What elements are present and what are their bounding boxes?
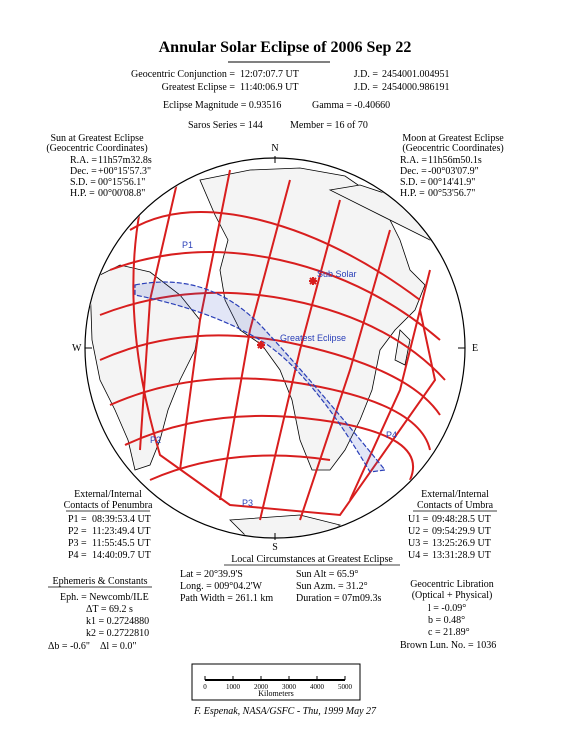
header-saros: Saros Series = 144 bbox=[188, 120, 263, 131]
sun-value: 11h57m32.8s bbox=[98, 155, 152, 166]
umbra-label: U2 = bbox=[408, 526, 429, 537]
umbra-label: U3 = bbox=[408, 538, 429, 549]
moon-label: H.P. = bbox=[400, 188, 425, 199]
scale-label: 3000 bbox=[282, 683, 297, 691]
moon-label: Dec. = bbox=[400, 166, 427, 177]
header-member: Member = 16 of 70 bbox=[290, 120, 368, 131]
penumbra-subtitle: Contacts of Penumbra bbox=[64, 500, 153, 511]
compass-s: S bbox=[272, 542, 278, 553]
moon-value: 00°14'41.9" bbox=[428, 177, 475, 188]
libration-value: c = 21.89° bbox=[428, 627, 470, 638]
moon-label: R.A. = bbox=[400, 155, 427, 166]
local-value: Sun Azm. = 31.2° bbox=[296, 581, 368, 592]
header-magnitude: Eclipse Magnitude = 0.93516 bbox=[163, 100, 281, 111]
umbra-label: U1 = bbox=[408, 514, 429, 525]
ephemeris-value: Δb = -0.6" bbox=[48, 641, 90, 652]
libration-title: Geocentric Libration bbox=[410, 579, 494, 590]
penumbra-label: P4 = bbox=[68, 550, 87, 561]
sun-label: H.P. = bbox=[70, 188, 95, 199]
moon-label: S.D. = bbox=[400, 177, 426, 188]
penumbra-value: 11:23:49.4 UT bbox=[92, 526, 151, 537]
map-label: P2 bbox=[150, 435, 161, 445]
title: Annular Solar Eclipse of 2006 Sep 22 bbox=[159, 39, 412, 56]
header-value: 2454001.004951 bbox=[382, 69, 450, 80]
ephemeris-value: k1 = 0.2724880 bbox=[86, 616, 149, 627]
local-value: Lat = 20°39.9'S bbox=[180, 569, 243, 580]
ephemeris-value: Δl = 0.0" bbox=[100, 641, 136, 652]
umbra-subtitle: Contacts of Umbra bbox=[417, 500, 494, 511]
penumbra-label: P1 = bbox=[68, 514, 87, 525]
umbra-label: U4 = bbox=[408, 550, 429, 561]
map-label: P1 bbox=[182, 240, 193, 250]
umbra-value: 13:31:28.9 UT bbox=[432, 550, 491, 561]
libration-value: b = 0.48° bbox=[428, 615, 465, 626]
sun-label: S.D. = bbox=[70, 177, 96, 188]
local-value: Sun Alt = 65.9° bbox=[296, 569, 358, 580]
scale-label: 5000 bbox=[338, 683, 353, 691]
credit: F. Espenak, NASA/GSFC - Thu, 1999 May 27 bbox=[193, 706, 377, 717]
local-value: Long. = 009°04.2'W bbox=[180, 581, 263, 592]
penumbra-label: P3 = bbox=[68, 538, 87, 549]
libration-subtitle: (Optical + Physical) bbox=[412, 590, 493, 601]
compass-w: W bbox=[72, 343, 82, 354]
header-label: Greatest Eclipse = bbox=[162, 82, 236, 93]
scale-box bbox=[191, 663, 361, 701]
penumbra-label: P2 = bbox=[68, 526, 87, 537]
penumbra-value: 14:40:09.7 UT bbox=[92, 550, 151, 561]
header-label: Geocentric Conjunction = bbox=[131, 69, 235, 80]
libration-brown: Brown Lun. No. = 1036 bbox=[400, 640, 496, 651]
map-label: Sub Solar bbox=[317, 269, 357, 279]
ephemeris-value: k2 = 0.2722810 bbox=[86, 628, 149, 639]
umbra-value: 09:54:29.9 UT bbox=[432, 526, 491, 537]
sun-title: Sun at Greatest Eclipse bbox=[50, 133, 144, 144]
header-value: 12:07:07.7 UT bbox=[240, 69, 299, 80]
compass-e: E bbox=[472, 343, 478, 354]
map-label: P4 bbox=[386, 430, 397, 440]
moon-value: -00°03'07.9" bbox=[428, 166, 479, 177]
moon-title: Moon at Greatest Eclipse bbox=[402, 133, 504, 144]
sun-label: R.A. = bbox=[70, 155, 97, 166]
umbra-title: External/Internal bbox=[421, 489, 489, 500]
map-label: Greatest Eclipse bbox=[280, 333, 346, 343]
penumbra-value: 08:39:53.4 UT bbox=[92, 514, 151, 525]
header-value: 11:40:06.9 UT bbox=[240, 82, 299, 93]
ephemeris-title: Ephemeris & Constants bbox=[53, 576, 148, 587]
scale-label: 1000 bbox=[226, 683, 241, 691]
penumbra-title: External/Internal bbox=[74, 489, 142, 500]
sun-value: 00°00'08.8" bbox=[98, 188, 145, 199]
local-value: Duration = 07m09.3s bbox=[296, 593, 381, 604]
map-label: P3 bbox=[242, 498, 253, 508]
header-value: 2454000.986191 bbox=[382, 82, 450, 93]
ephemeris-value: Eph. = Newcomb/ILE bbox=[60, 592, 149, 603]
scale-label: 4000 bbox=[310, 683, 325, 691]
umbra-value: 09:48:28.5 UT bbox=[432, 514, 491, 525]
compass-n: N bbox=[271, 143, 278, 154]
sun-label: Dec. = bbox=[70, 166, 97, 177]
local-value: Path Width = 261.1 km bbox=[180, 593, 273, 604]
eclipse-curves bbox=[99, 169, 446, 521]
header-label: J.D. = bbox=[354, 82, 379, 93]
ephemeris-value: ΔT = 69.2 s bbox=[86, 604, 133, 615]
sun-subtitle: (Geocentric Coordinates) bbox=[46, 143, 147, 154]
scale-label: 2000 bbox=[254, 683, 269, 691]
header-label: J.D. = bbox=[354, 69, 379, 80]
sun-value: 00°15'56.1" bbox=[98, 177, 145, 188]
header-gamma: Gamma = -0.40660 bbox=[312, 100, 390, 111]
scale-label: 0 bbox=[203, 683, 207, 691]
moon-value: 11h56m50.1s bbox=[428, 155, 482, 166]
umbra-value: 13:25:26.9 UT bbox=[432, 538, 491, 549]
libration-value: l = -0.09° bbox=[428, 603, 466, 614]
moon-subtitle: (Geocentric Coordinates) bbox=[402, 143, 503, 154]
sun-value: +00°15'57.3" bbox=[98, 166, 151, 177]
moon-value: 00°53'56.7" bbox=[428, 188, 475, 199]
local-title: Local Circumstances at Greatest Eclipse bbox=[231, 554, 393, 565]
scale-unit: Kilometers bbox=[258, 689, 294, 698]
globe bbox=[84, 156, 466, 540]
penumbra-value: 11:55:45.5 UT bbox=[92, 538, 151, 549]
